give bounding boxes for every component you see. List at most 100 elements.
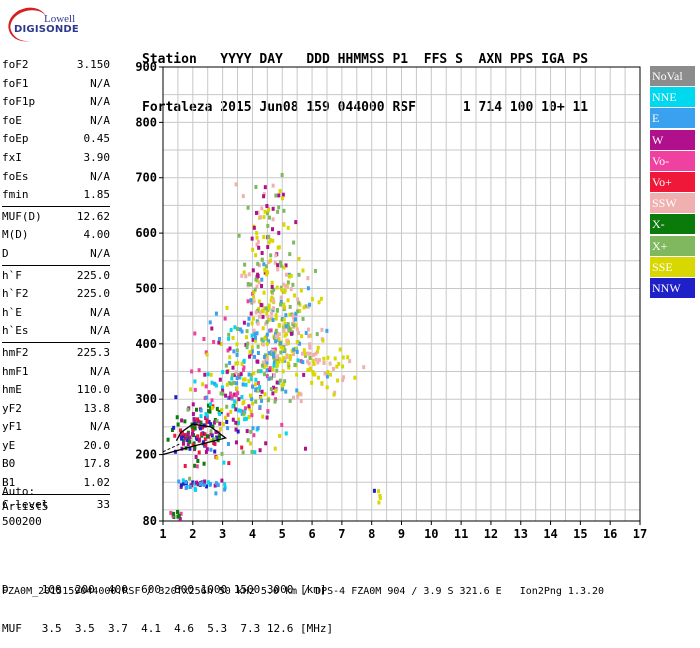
data-point	[280, 173, 284, 178]
data-point	[261, 360, 265, 365]
data-point	[256, 381, 260, 386]
data-point	[255, 388, 259, 393]
data-point	[320, 381, 324, 386]
x-tick-label: 5	[279, 527, 286, 541]
data-point	[205, 419, 209, 424]
footer-muf-row: MUF 3.5 3.5 3.7 4.1 4.6 5.3 7.3 12.6 [MH…	[2, 622, 334, 635]
data-point	[312, 361, 316, 366]
data-point	[279, 263, 283, 268]
param-label: D	[2, 246, 9, 260]
data-point	[269, 387, 273, 392]
data-point	[279, 299, 283, 304]
data-point	[252, 328, 256, 333]
data-point	[336, 378, 340, 383]
param-row: B1 1.02	[2, 474, 110, 493]
data-point	[332, 392, 336, 397]
param-label: h`F	[2, 268, 22, 282]
data-point	[202, 481, 206, 486]
data-point	[194, 421, 198, 426]
data-point	[225, 369, 229, 374]
data-point	[233, 399, 237, 404]
data-point	[190, 431, 194, 436]
data-point	[209, 431, 213, 436]
data-point	[213, 420, 217, 425]
data-point	[265, 415, 269, 420]
data-point	[281, 387, 285, 392]
data-point	[274, 339, 278, 344]
data-point	[179, 428, 183, 433]
data-point	[291, 282, 295, 287]
data-point	[282, 317, 286, 322]
data-point	[272, 306, 276, 311]
data-point	[227, 461, 231, 466]
param-row: h`E N/A	[2, 304, 110, 323]
param-row: foEp 0.45	[2, 130, 110, 149]
data-point	[245, 429, 249, 434]
data-point	[372, 488, 376, 493]
data-point	[281, 316, 285, 321]
data-point	[245, 345, 249, 350]
param-value: 33	[96, 497, 110, 511]
data-point	[263, 354, 267, 359]
data-point	[306, 351, 310, 356]
data-point	[191, 428, 195, 433]
param-value: 225.0	[76, 287, 110, 301]
data-point	[297, 331, 301, 336]
data-point	[193, 486, 197, 491]
data-point	[181, 478, 185, 483]
data-point	[295, 349, 299, 354]
data-point	[279, 285, 283, 290]
data-point	[282, 290, 286, 295]
data-point	[279, 350, 283, 355]
data-point	[253, 382, 257, 387]
data-point	[291, 321, 295, 326]
data-point	[221, 421, 225, 426]
data-point	[201, 382, 205, 387]
data-point	[254, 377, 258, 382]
footer-file-line: FZA0M_2015159044000.RSF / 320fx256h 50 k…	[2, 586, 605, 597]
data-point	[209, 372, 213, 377]
data-point	[304, 330, 308, 335]
data-point	[298, 341, 302, 346]
data-point	[250, 413, 254, 418]
data-point	[205, 447, 209, 452]
data-point	[286, 328, 290, 333]
data-point	[247, 404, 251, 409]
data-point	[282, 282, 286, 287]
data-point	[235, 386, 239, 391]
data-point	[274, 313, 278, 318]
data-point	[282, 208, 286, 213]
data-point	[250, 300, 254, 305]
data-point	[267, 318, 271, 323]
data-point	[258, 384, 262, 389]
param-label: MUF(D)	[2, 209, 42, 223]
data-point	[182, 481, 186, 486]
data-point	[274, 389, 278, 394]
data-point	[289, 331, 293, 336]
data-point	[204, 443, 208, 448]
data-point	[275, 360, 279, 365]
data-point	[205, 352, 209, 357]
data-point	[276, 267, 280, 272]
x-tick-label: 13	[514, 527, 528, 541]
data-point	[215, 419, 219, 424]
param-value: N/A	[90, 246, 110, 260]
data-point	[234, 420, 238, 425]
data-point	[257, 280, 261, 285]
param-label: hmF2	[2, 345, 29, 359]
data-point	[313, 372, 317, 377]
data-point	[316, 360, 320, 365]
data-point	[278, 357, 282, 362]
data-point	[198, 426, 202, 431]
data-point	[292, 347, 296, 352]
data-point	[248, 393, 252, 398]
data-point	[268, 328, 272, 333]
data-point	[199, 414, 203, 419]
data-point	[283, 356, 287, 361]
data-point	[353, 375, 357, 380]
y-tick-label: 700	[135, 171, 157, 185]
param-label: h`Es	[2, 324, 29, 338]
data-point	[264, 306, 268, 311]
data-point	[267, 215, 271, 220]
data-point	[270, 284, 274, 289]
